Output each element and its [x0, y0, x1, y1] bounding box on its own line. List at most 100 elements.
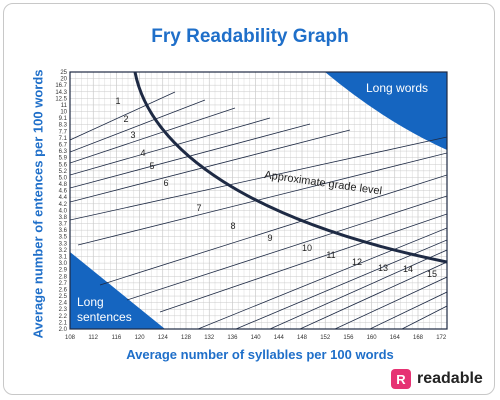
- y-tick-label: 14.3: [55, 90, 67, 96]
- brand-name: readable: [417, 370, 483, 387]
- grade-number-6: 6: [163, 178, 168, 188]
- grade-band-line: [197, 227, 447, 329]
- x-tick-label: 132: [204, 335, 215, 341]
- grade-number-4: 4: [140, 148, 145, 158]
- y-tick-label: 2.6: [59, 287, 68, 293]
- x-tick-label: 120: [135, 335, 146, 341]
- y-tick-label: 3.6: [59, 228, 68, 234]
- y-tick-label: 10: [60, 110, 67, 116]
- x-tick-label: 164: [390, 335, 401, 341]
- plot-border: [69, 71, 448, 330]
- y-tick-label: 16.7: [55, 83, 67, 89]
- brand-logo: R readable: [391, 369, 483, 389]
- grade-number-2: 2: [123, 114, 128, 124]
- x-tick-label: 160: [367, 335, 378, 341]
- grade-band-line: [70, 117, 271, 176]
- y-tick-label: 6.3: [59, 149, 68, 155]
- grade-number-11: 11: [326, 250, 335, 260]
- grade-band-line: [269, 249, 447, 329]
- grade-lines: [70, 91, 447, 329]
- y-tick-label: 2.4: [59, 301, 68, 307]
- grade-band-line: [70, 107, 236, 164]
- x-tick-label: 152: [320, 335, 331, 341]
- y-tick-label: 5.9: [59, 156, 68, 162]
- grade-band-line: [77, 152, 447, 246]
- y-tick-label: 5.0: [59, 175, 68, 181]
- grade-band-line: [70, 91, 176, 141]
- long-words-label: Long words: [366, 81, 428, 95]
- y-tick-label: 12.5: [55, 96, 67, 102]
- x-tick-label: 172: [436, 335, 447, 341]
- y-tick-label: 3.1: [59, 255, 68, 261]
- grade-band-line: [401, 305, 447, 329]
- y-tick-label: 2.7: [59, 281, 68, 287]
- x-tick-label: 136: [227, 335, 238, 341]
- y-tick-label: 2.0: [59, 327, 68, 333]
- grade-band-line: [126, 195, 447, 301]
- grade-band-line: [159, 213, 447, 313]
- grade-number-1: 1: [115, 96, 120, 106]
- y-tick-label: 9.1: [59, 116, 68, 122]
- y-tick-label: 7.7: [59, 129, 68, 135]
- grade-number-12: 12: [352, 257, 362, 267]
- grade-band-line: [334, 276, 447, 329]
- y-tick-label: 3.0: [59, 261, 68, 267]
- grade-band-line: [70, 136, 447, 221]
- long-sentences-region: [70, 252, 165, 329]
- y-tick-label: 20: [60, 77, 67, 83]
- grade-number-10: 10: [302, 243, 312, 253]
- grade-curve: [133, 72, 447, 264]
- x-tick-label: 156: [343, 335, 354, 341]
- x-tick-label: 128: [181, 335, 192, 341]
- x-tick-label: 124: [158, 335, 169, 341]
- x-tick-label: 148: [297, 335, 308, 341]
- x-tick-label: 144: [274, 335, 285, 341]
- long-words-region: [325, 72, 447, 150]
- y-tick-label: 4.0: [59, 208, 68, 214]
- y-tick-label: 25: [60, 70, 67, 76]
- long-sentences-label-2: sentences: [77, 310, 132, 324]
- y-tick-label: 2.3: [59, 307, 68, 313]
- y-tick-label: 3.2: [59, 248, 68, 254]
- y-tick-label: 5.6: [59, 162, 68, 168]
- y-tick-label: 3.3: [59, 241, 68, 247]
- x-tick-label: 108: [65, 335, 76, 341]
- y-tick-label: 7.1: [59, 136, 68, 142]
- x-tick-label: 112: [88, 335, 98, 341]
- y-tick-label: 4.8: [59, 182, 68, 188]
- grade-number-5: 5: [149, 161, 154, 171]
- y-tick-label: 2.1: [59, 320, 68, 326]
- x-tick-labels: 108 112 116 120 124 128 132 136 140 144 148 152 156 1…: [65, 335, 447, 341]
- y-tick-label: 2.2: [59, 314, 68, 320]
- y-tick-labels: 252016.714.312.511109.18.37.77.16.76.35.…: [55, 70, 67, 333]
- y-tick-label: 2.5: [59, 294, 68, 300]
- grade-number-15: 15: [427, 269, 437, 279]
- y-tick-label: 4.6: [59, 189, 68, 195]
- grade-number-3: 3: [130, 130, 135, 140]
- y-tick-label: 11: [61, 103, 68, 109]
- y-tick-label: 6.7: [59, 142, 68, 148]
- grade-number-14: 14: [403, 264, 413, 274]
- grade-band-line: [299, 261, 447, 329]
- y-tick-label: 3.5: [59, 235, 68, 241]
- x-tick-label: 168: [413, 335, 424, 341]
- grade-band-line: [99, 174, 447, 286]
- grade-number-9: 9: [267, 233, 272, 243]
- grade-band-line: [369, 291, 447, 329]
- x-tick-label: 140: [251, 335, 262, 341]
- grade-number-8: 8: [230, 221, 235, 231]
- grade-number-7: 7: [196, 203, 201, 213]
- grade-band-line: [70, 99, 206, 153]
- y-tick-label: 4.2: [59, 202, 68, 208]
- grade-number-13: 13: [378, 263, 388, 273]
- x-tick-label: 116: [112, 335, 122, 341]
- y-tick-label: 8.3: [59, 123, 68, 129]
- y-tick-label: 2.8: [59, 274, 68, 280]
- grade-band-line: [70, 129, 351, 203]
- page-title: Fry Readability Graph: [151, 26, 349, 47]
- y-tick-label: 4.4: [59, 195, 68, 201]
- y-tick-label: 2.9: [59, 268, 68, 274]
- x-axis-label: Average number of syllables per 100 word…: [126, 347, 394, 362]
